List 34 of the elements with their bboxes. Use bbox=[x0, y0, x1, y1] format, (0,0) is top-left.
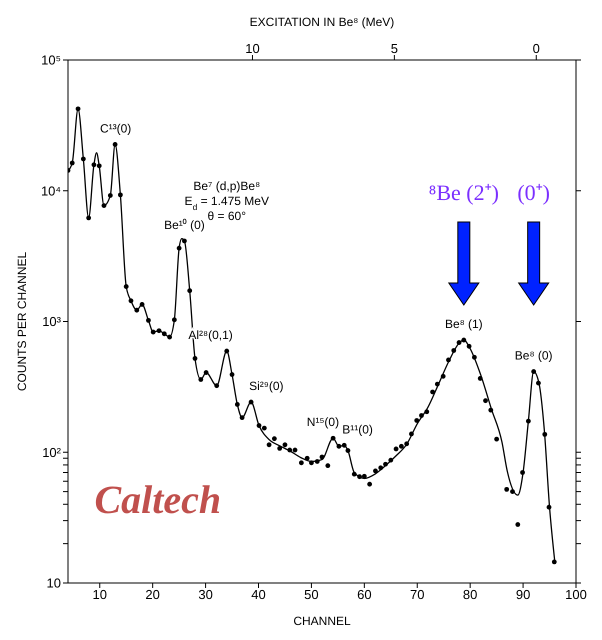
annotation: Be⁸ (0) bbox=[514, 348, 553, 363]
annotation: E$_{d}$ = 1.475 MeV bbox=[184, 194, 269, 212]
y-tick-label: 10³ bbox=[42, 314, 62, 330]
x-tick-label: 20 bbox=[145, 587, 160, 602]
x2-tick-label: 10 bbox=[245, 41, 260, 56]
annotation: Be¹⁰ (0) bbox=[164, 218, 205, 232]
x-tick-label: 70 bbox=[410, 587, 424, 602]
y-tick-label: 10⁵ bbox=[41, 52, 61, 68]
x-tick-label: 50 bbox=[304, 587, 319, 602]
y-tick-label: 10 bbox=[46, 576, 61, 591]
annotation: (0⁺) bbox=[517, 180, 550, 205]
x-tick-label: 60 bbox=[357, 587, 372, 602]
x2-axis-title: EXCITATION IN Be⁸ (MeV) bbox=[250, 15, 394, 29]
y-axis-title: COUNTS PER CHANNEL bbox=[15, 252, 29, 392]
x-tick-label: 10 bbox=[92, 587, 107, 602]
x-tick-label: 80 bbox=[462, 587, 478, 602]
x2-tick-label: 5 bbox=[390, 41, 398, 56]
x-tick-label: 30 bbox=[198, 587, 213, 602]
x-axis-title: CHANNEL bbox=[293, 614, 351, 628]
x2-tick-label: 0 bbox=[532, 41, 540, 56]
annotation: Caltech bbox=[94, 477, 222, 522]
annotation: θ = 60° bbox=[208, 209, 246, 223]
annotation: N¹⁵(0) bbox=[306, 415, 340, 430]
y-tick-label: 10⁴ bbox=[40, 183, 61, 198]
annotation: ⁸Be (2⁺) bbox=[428, 180, 499, 205]
x-tick-label: 100 bbox=[565, 587, 587, 602]
annotation: C¹³(0) bbox=[100, 121, 132, 136]
annotation: Be⁸ (1) bbox=[444, 317, 483, 332]
y-tick-label: 10² bbox=[42, 444, 62, 460]
x-tick-label: 40 bbox=[251, 587, 266, 602]
x-tick-label: 90 bbox=[516, 587, 530, 602]
annotation: Si²⁹(0) bbox=[249, 379, 284, 394]
annotation: B¹¹(0) bbox=[342, 422, 373, 436]
annotation: Be⁷ (d,p)Be⁸ bbox=[193, 179, 260, 193]
